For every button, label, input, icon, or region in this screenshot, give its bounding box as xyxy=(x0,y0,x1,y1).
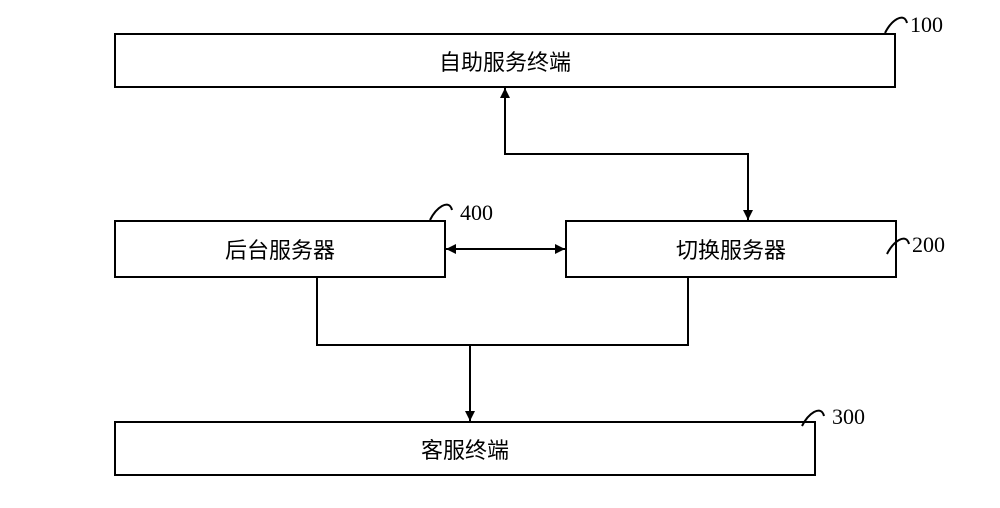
edge-top-switch xyxy=(505,88,748,220)
node-label: 客服终端 xyxy=(421,433,509,465)
node-switch-server: 切换服务器 xyxy=(565,220,897,278)
ref-400: 400 xyxy=(460,200,493,226)
node-label: 切换服务器 xyxy=(676,233,786,265)
node-backend-server: 后台服务器 xyxy=(114,220,446,278)
ref-200: 200 xyxy=(912,232,945,258)
diagram-canvas: 自助服务终端 100 后台服务器 400 切换服务器 200 客服终端 300 xyxy=(0,0,1000,508)
node-label: 自助服务终端 xyxy=(439,45,571,77)
node-customer-service-terminal: 客服终端 xyxy=(114,421,816,476)
ref-300: 300 xyxy=(832,404,865,430)
edge-back-down xyxy=(317,278,470,345)
squiggle-icon xyxy=(430,205,452,220)
node-self-service-terminal: 自助服务终端 xyxy=(114,33,896,88)
ref-100: 100 xyxy=(910,12,943,38)
node-label: 后台服务器 xyxy=(225,233,335,265)
squiggle-icon xyxy=(885,18,907,33)
edge-switch-down xyxy=(470,278,688,345)
